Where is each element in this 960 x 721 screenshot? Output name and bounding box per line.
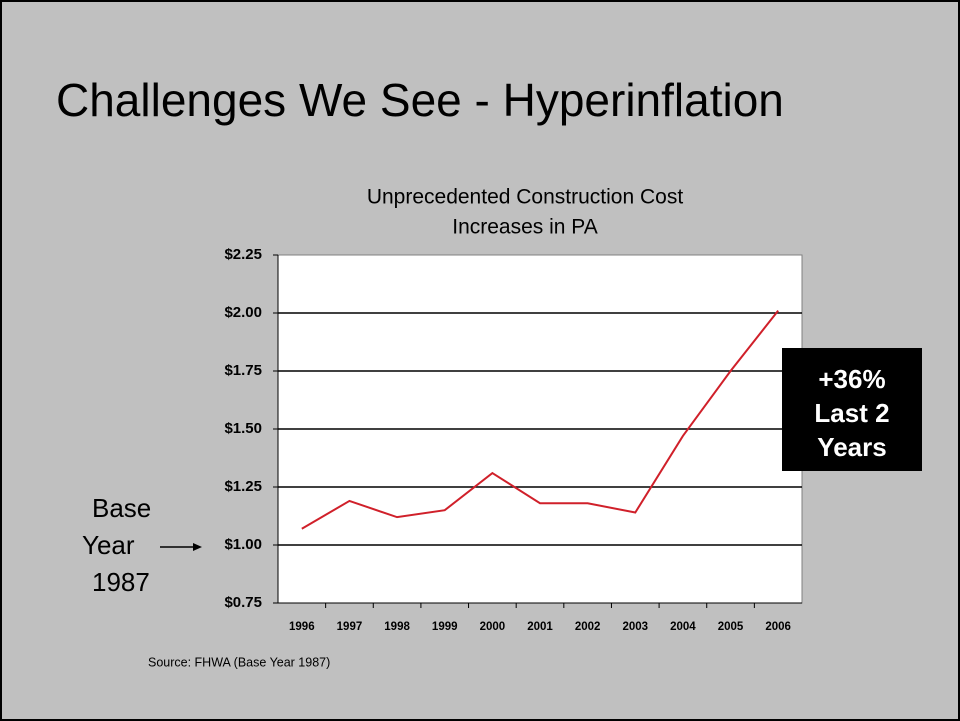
- y-tick-label: $2.00: [224, 304, 262, 321]
- source: Source: FHWA (Base Year 1987): [148, 655, 330, 669]
- x-tick-label: 2002: [575, 621, 601, 633]
- x-tick-label: 2004: [670, 621, 696, 633]
- annotation-text: Years: [817, 432, 886, 462]
- x-tick-label: 1996: [289, 621, 315, 633]
- y-tick-label: $1.75: [224, 362, 262, 379]
- y-tick-label: $1.25: [224, 478, 262, 495]
- y-tick-label: $1.50: [224, 420, 262, 437]
- y-tick-label: $2.25: [224, 246, 262, 263]
- base-year-text: 1987: [92, 567, 150, 597]
- base-year-text: Year: [82, 530, 135, 560]
- x-tick-label: 1999: [432, 621, 458, 633]
- x-tick-label: 2006: [765, 621, 791, 633]
- x-tick-label: 2003: [622, 621, 648, 633]
- y-tick-label: $1.00: [224, 536, 262, 553]
- annotation-text: +36%: [818, 364, 885, 394]
- chart-title: Increases in PA: [452, 216, 598, 239]
- chart-title: Unprecedented Construction Cost: [367, 186, 684, 209]
- x-tick-label: 2001: [527, 621, 553, 633]
- base-year-text: Base: [92, 493, 151, 523]
- y-tick-label: $0.75: [224, 594, 262, 611]
- x-tick-label: 1998: [384, 621, 410, 633]
- x-tick-label: 2000: [480, 621, 506, 633]
- annotation-text: Last 2: [814, 398, 889, 428]
- slide-title: Challenges We See - Hyperinflation: [56, 74, 784, 126]
- annotation-box: [782, 348, 922, 471]
- arrow-head: [193, 543, 202, 551]
- x-tick-label: 1997: [337, 621, 363, 633]
- data-line: [301, 310, 779, 530]
- x-tick-label: 2005: [718, 621, 744, 633]
